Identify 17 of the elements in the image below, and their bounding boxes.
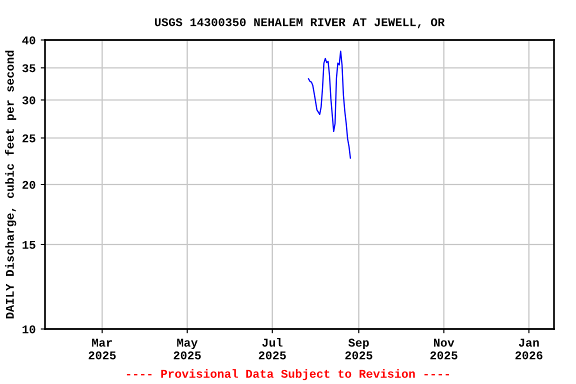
y-tick-label: 15 [22,240,36,249]
y-tick-label: 10 [22,325,36,334]
text: ---- Provisional Data Subject to Revision ---- [126,369,450,380]
y-tick-label: 25 [22,134,36,142]
x-tick-label: Mar 2025 [88,338,116,360]
x-tick-label: Sep 2025 [345,338,372,360]
y-tick-label: 40 [22,36,36,44]
y-tick-label: 20 [22,180,36,189]
y-axis-title: DAILY Discharge, cubic feet per second [5,50,16,318]
y-tick-label: 30 [22,96,36,104]
x-tick-label: Nov 2025 [430,338,458,360]
line-series [308,50,352,159]
x-tick-label: Jan 2026 [515,338,542,360]
y-tick-label: 35 [22,64,36,72]
x-tick-label: Jul 2025 [258,338,286,360]
x-tick-label: May 2025 [174,338,201,360]
chart-title: USGS 14300350 NEHALEM RIVER AT JEWELL, OR [154,18,445,28]
